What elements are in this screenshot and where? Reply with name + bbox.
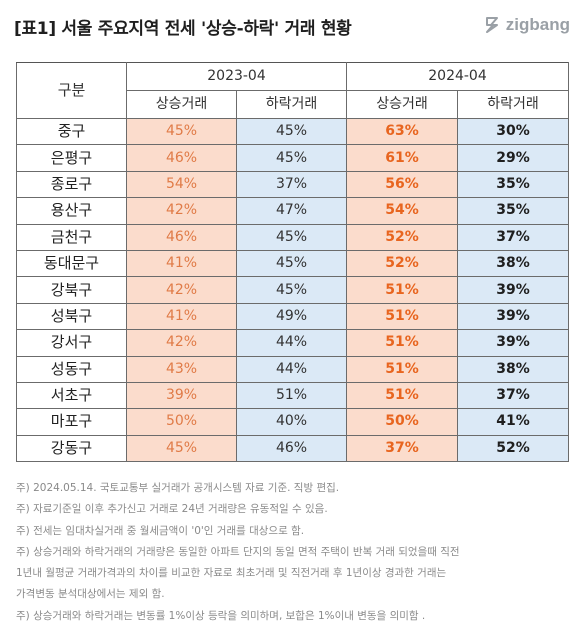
table-row: 종로구 54% 37% 56% 35%	[16, 170, 569, 199]
footnote: 1년내 월평균 거래가격과의 차이를 비교한 자료로 최초거래 및 직전거래 후…	[16, 567, 447, 580]
down-2024-cell: 29%	[457, 144, 569, 172]
table-title: [표1] 서울 주요지역 전세 '상승-하락' 거래 현황	[14, 19, 352, 39]
up-2023-cell: 42%	[126, 197, 237, 225]
footnote: 주) 전세는 임대차실거래 중 월세금액이 '0'인 거래를 대상으로 함.	[16, 524, 305, 537]
down-2023-cell: 45%	[236, 144, 347, 172]
footnotes: 주) 2024.05.14. 국토교통부 실거래가 공개시스템 자료 기준. 직…	[16, 478, 460, 627]
down-2024-cell: 38%	[457, 249, 569, 278]
table-row: 마포구 50% 40% 50% 41%	[16, 408, 569, 436]
zigbang-logo-text: zigbang	[505, 15, 570, 34]
up-2023-cell: 45%	[126, 117, 237, 146]
up-2023-cell: 46%	[126, 223, 237, 251]
zigbang-logo: zigbang	[483, 15, 570, 35]
district-jeonse-table: 구분 2023-04 2024-04 상승거래 하락거래 상승거래 하락거래 중…	[16, 62, 569, 463]
district-name: 강북구	[16, 276, 127, 304]
up-2023-cell: 45%	[126, 434, 237, 463]
table-row: 중구 45% 45% 63% 30%	[16, 117, 569, 146]
table-row: 강서구 42% 44% 51% 39%	[16, 329, 569, 357]
down-2024-cell: 39%	[457, 302, 569, 331]
table-row: 동대문구 41% 45% 52% 38%	[16, 249, 569, 278]
up-2023-cell: 39%	[126, 381, 237, 410]
up-2024-cell: 51%	[346, 302, 458, 331]
subheader-up-2024: 상승거래	[346, 90, 458, 119]
down-2024-cell: 35%	[457, 170, 569, 199]
table-row: 성북구 41% 49% 51% 39%	[16, 302, 569, 331]
subheader-down-2023: 하락거래	[236, 90, 347, 119]
up-2023-cell: 54%	[126, 170, 237, 199]
up-2024-cell: 51%	[346, 381, 458, 410]
district-name: 마포구	[16, 408, 127, 436]
down-2023-cell: 45%	[236, 276, 347, 304]
district-name: 서초구	[16, 381, 127, 410]
down-2023-cell: 49%	[236, 302, 347, 331]
up-2024-cell: 63%	[346, 117, 458, 146]
district-name: 중구	[16, 117, 127, 146]
district-name: 금천구	[16, 223, 127, 251]
header-period-2024: 2024-04	[346, 62, 569, 91]
up-2024-cell: 37%	[346, 434, 458, 463]
up-2024-cell: 52%	[346, 223, 458, 251]
up-2024-cell: 51%	[346, 329, 458, 357]
subheader-up-2023: 상승거래	[126, 90, 237, 119]
down-2023-cell: 47%	[236, 197, 347, 225]
table-row: 용산구 42% 47% 54% 35%	[16, 197, 569, 225]
up-2023-cell: 42%	[126, 276, 237, 304]
up-2023-cell: 41%	[126, 249, 237, 278]
up-2023-cell: 42%	[126, 329, 237, 357]
table-row: 성동구 43% 44% 51% 38%	[16, 355, 569, 383]
down-2023-cell: 40%	[236, 408, 347, 436]
down-2023-cell: 45%	[236, 223, 347, 251]
down-2024-cell: 35%	[457, 197, 569, 225]
table-row: 금천구 46% 45% 52% 37%	[16, 223, 569, 251]
table-row: 서초구 39% 51% 51% 37%	[16, 381, 569, 410]
district-name: 동대문구	[16, 249, 127, 278]
down-2023-cell: 37%	[236, 170, 347, 199]
district-name: 종로구	[16, 170, 127, 199]
down-2023-cell: 44%	[236, 329, 347, 357]
down-2024-cell: 30%	[457, 117, 569, 146]
down-2023-cell: 46%	[236, 434, 347, 463]
table-row: 강북구 42% 45% 51% 39%	[16, 276, 569, 304]
down-2023-cell: 45%	[236, 117, 347, 146]
down-2023-cell: 51%	[236, 381, 347, 410]
down-2024-cell: 39%	[457, 329, 569, 357]
up-2024-cell: 61%	[346, 144, 458, 172]
district-name: 강동구	[16, 434, 127, 463]
down-2024-cell: 52%	[457, 434, 569, 463]
down-2024-cell: 41%	[457, 408, 569, 436]
district-name: 성동구	[16, 355, 127, 383]
footnote: 주) 상승거래와 하락거래는 변동률 1%이상 등락을 의미하며, 보합은 1%…	[16, 609, 426, 622]
up-2024-cell: 51%	[346, 276, 458, 304]
district-name: 성북구	[16, 302, 127, 331]
up-2024-cell: 51%	[346, 355, 458, 383]
up-2024-cell: 54%	[346, 197, 458, 225]
subheader-down-2024: 하락거래	[457, 90, 569, 119]
up-2024-cell: 52%	[346, 249, 458, 278]
down-2023-cell: 45%	[236, 249, 347, 278]
table-row: 강동구 45% 46% 37% 52%	[16, 434, 569, 463]
district-name: 용산구	[16, 197, 127, 225]
up-2024-cell: 50%	[346, 408, 458, 436]
header-gubun: 구분	[16, 62, 127, 119]
district-name: 은평구	[16, 144, 127, 172]
down-2024-cell: 37%	[457, 223, 569, 251]
down-2024-cell: 39%	[457, 276, 569, 304]
footnote: 주) 상승거래와 하락거래의 거래량은 동일한 아파트 단지의 동일 면적 주택…	[16, 545, 460, 558]
footnote: 주) 자료기준일 이후 추가신고 거래로 24년 거래량은 유동적일 수 있음.	[16, 503, 328, 516]
up-2023-cell: 46%	[126, 144, 237, 172]
header-period-2023: 2023-04	[126, 62, 347, 91]
footnote: 가격변동 분석대상에서는 제외 함.	[16, 588, 165, 601]
zigbang-logo-icon	[483, 16, 501, 34]
district-name: 강서구	[16, 329, 127, 357]
table-row: 은평구 46% 45% 61% 29%	[16, 144, 569, 172]
down-2024-cell: 38%	[457, 355, 569, 383]
up-2023-cell: 43%	[126, 355, 237, 383]
down-2024-cell: 37%	[457, 381, 569, 410]
up-2024-cell: 56%	[346, 170, 458, 199]
footnote: 주) 2024.05.14. 국토교통부 실거래가 공개시스템 자료 기준. 직…	[16, 482, 340, 494]
up-2023-cell: 50%	[126, 408, 237, 436]
down-2023-cell: 44%	[236, 355, 347, 383]
up-2023-cell: 41%	[126, 302, 237, 331]
